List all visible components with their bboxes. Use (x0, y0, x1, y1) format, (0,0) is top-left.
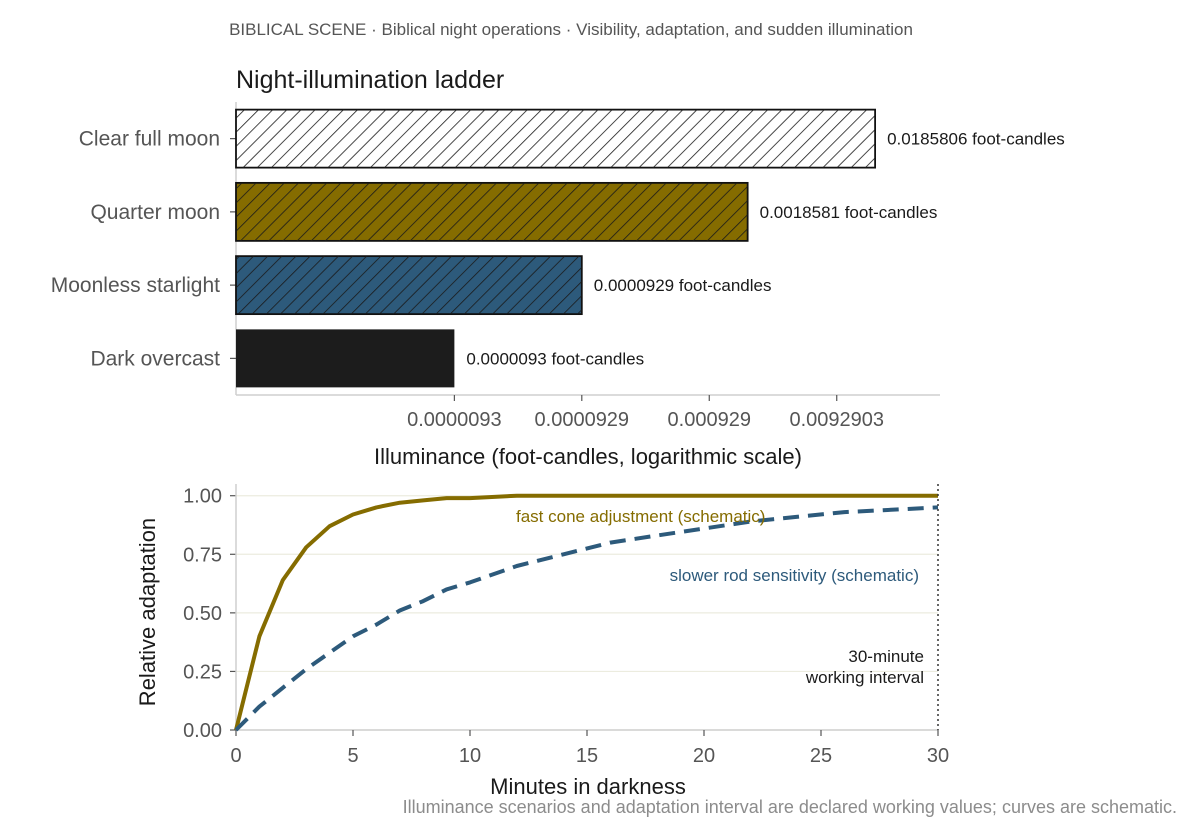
figure-footnote: Illuminance scenarios and adaptation int… (403, 797, 1177, 817)
line-chart-y-tick-label: 1.00 (183, 486, 222, 508)
bar-chart-x-axis-label: Illuminance (foot-candles, logarithmic s… (374, 444, 802, 469)
line-chart-x-tick-label: 30 (927, 745, 949, 767)
illumination-bar-chart: Night-illumination ladder 0.0000093 0.000… (51, 66, 1065, 469)
bar-chart-axes: 0.0000093 0.0000929 0.000929 0.0092903 Clear… (51, 102, 940, 431)
bar-value-label: 0.0185806 foot-candles (887, 130, 1065, 149)
rod-curve-annotation: slower rod sensitivity (schematic) (670, 566, 919, 585)
line-series-curve (234, 505, 939, 732)
line-chart-y-tick-label: 0.25 (183, 661, 222, 683)
line-chart-y-tick-label: 0.50 (183, 603, 222, 625)
line-chart-grid (236, 495, 938, 731)
line-chart-annotations: fast cone adjustment (schematic) slower r… (516, 484, 939, 730)
line-series-curve (234, 493, 938, 731)
bar-hatch (236, 256, 582, 315)
line-chart-x-axis-label: Minutes in darkness (490, 774, 686, 799)
bar (236, 329, 455, 388)
bar-chart-bars: 0.0185806 foot-candles 0.0018581 foot-can… (235, 108, 1065, 388)
adaptation-line-chart: 0.00 0.25 0.50 0.75 1.00 0 5 10 15 20 25 30 fast co… (135, 484, 949, 799)
working-interval-label: working interval (805, 668, 924, 687)
line-chart-series (234, 493, 939, 732)
line-chart-x-tick-label: 10 (459, 745, 481, 767)
line-chart-axes: 0.00 0.25 0.50 0.75 1.00 0 5 10 15 20 25 30 (183, 484, 949, 767)
bar-hatch (236, 109, 876, 168)
bar-category-label: Quarter moon (90, 201, 220, 224)
figure-suptitle: BIBLICAL SCENE · Biblical night operatio… (229, 20, 913, 39)
line-chart-x-tick-label: 20 (693, 745, 715, 767)
bar-chart-x-tick-label: 0.0092903 (789, 409, 884, 431)
line-chart-y-tick-label: 0.75 (183, 544, 222, 566)
line-chart-y-axis-label: Relative adaptation (135, 518, 160, 706)
bar-chart-x-tick-label: 0.0000929 (535, 409, 630, 431)
bar-category-label: Clear full moon (79, 128, 220, 151)
bar-chart-x-tick-label: 0.000929 (668, 409, 751, 431)
bar-value-label: 0.0000093 foot-candles (466, 349, 644, 368)
cone-curve-annotation: fast cone adjustment (schematic) (516, 507, 765, 526)
bar-chart-title: Night-illumination ladder (236, 66, 504, 94)
line-chart-x-tick-label: 25 (810, 745, 832, 767)
bar-category-label: Moonless starlight (51, 274, 220, 297)
bar-hatch (236, 182, 748, 241)
working-interval-label: 30-minute (848, 647, 924, 666)
line-chart-y-tick-label: 0.00 (183, 720, 222, 742)
bar-category-label: Dark overcast (90, 347, 220, 370)
bar-chart-x-tick-label: 0.0000093 (407, 409, 502, 431)
bar-value-label: 0.0018581 foot-candles (760, 203, 938, 222)
bar-value-label: 0.0000929 foot-candles (594, 276, 772, 295)
line-chart-x-tick-label: 5 (347, 745, 358, 767)
line-chart-x-tick-label: 0 (230, 745, 241, 767)
line-chart-x-tick-label: 15 (576, 745, 598, 767)
